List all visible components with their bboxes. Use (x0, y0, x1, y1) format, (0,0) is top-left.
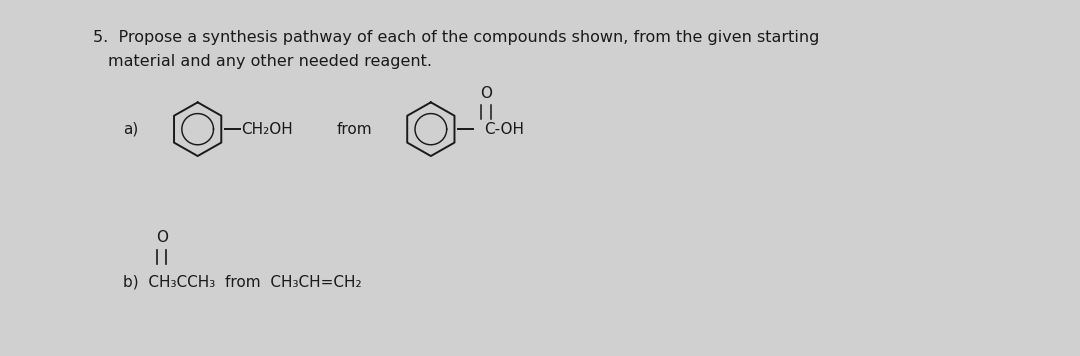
Text: C-OH: C-OH (485, 122, 525, 137)
Text: O: O (156, 230, 167, 245)
Text: material and any other needed reagent.: material and any other needed reagent. (108, 54, 432, 69)
Text: O: O (481, 85, 492, 100)
Text: from: from (337, 122, 373, 137)
Text: b)  CH₃CCH₃  from  CH₃CH=CH₂: b) CH₃CCH₃ from CH₃CH=CH₂ (123, 274, 362, 289)
Text: a): a) (123, 122, 138, 137)
Text: CH₂OH: CH₂OH (241, 122, 293, 137)
Text: 5.  Propose a synthesis pathway of each of the compounds shown, from the given s: 5. Propose a synthesis pathway of each o… (94, 30, 820, 44)
